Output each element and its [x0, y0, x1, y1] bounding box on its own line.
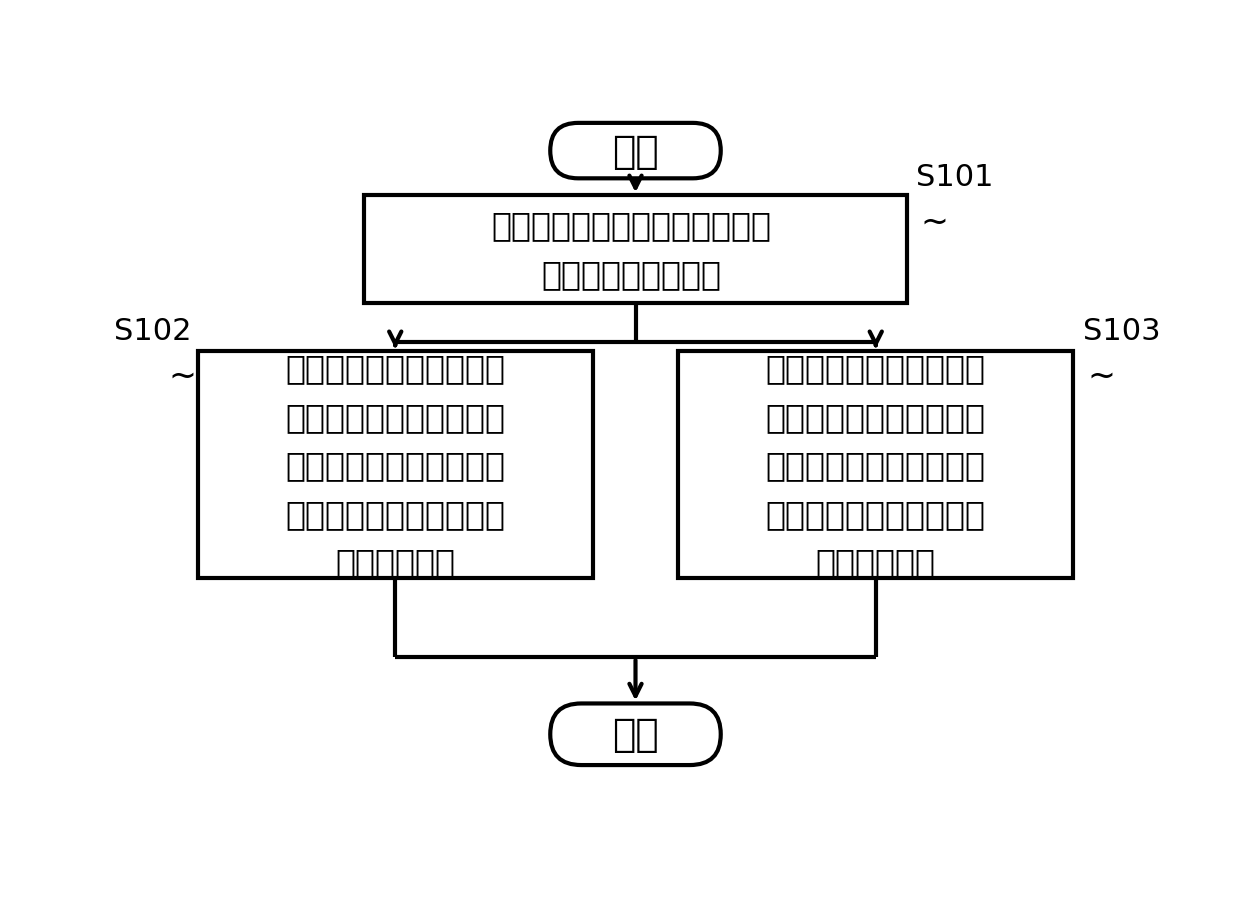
FancyBboxPatch shape — [551, 124, 720, 179]
FancyBboxPatch shape — [551, 703, 720, 765]
Text: ∼: ∼ — [1087, 359, 1115, 393]
Text: ∼: ∼ — [920, 205, 949, 238]
Text: 若与所述第一化霜控制逻
辑相关的传感器异常，则
判定不能通过所述第一化
霜控制逻辑对所述空调器
进行化霜控制: 若与所述第一化霜控制逻 辑相关的传感器异常，则 判定不能通过所述第一化 霜控制逻… — [766, 351, 986, 579]
Text: S101: S101 — [916, 163, 993, 192]
Text: S102: S102 — [114, 317, 191, 346]
Bar — [678, 352, 1074, 579]
Text: 开始: 开始 — [613, 133, 658, 171]
Text: 检测与所述第一化霜控制逻辑相
关的传感器是否异常: 检测与所述第一化霜控制逻辑相 关的传感器是否异常 — [491, 209, 771, 291]
Text: 结束: 结束 — [613, 715, 658, 753]
Bar — [197, 352, 593, 579]
Bar — [365, 196, 906, 303]
Text: ∼: ∼ — [169, 359, 196, 393]
Text: 若与所述第一化霜控制逻
辑相关的传感器正常，则
判定能够通过所述第一化
霜控制逻辑对所述空调器
进行化霜控制: 若与所述第一化霜控制逻 辑相关的传感器正常，则 判定能够通过所述第一化 霜控制逻… — [285, 351, 505, 579]
Text: S103: S103 — [1083, 317, 1161, 346]
